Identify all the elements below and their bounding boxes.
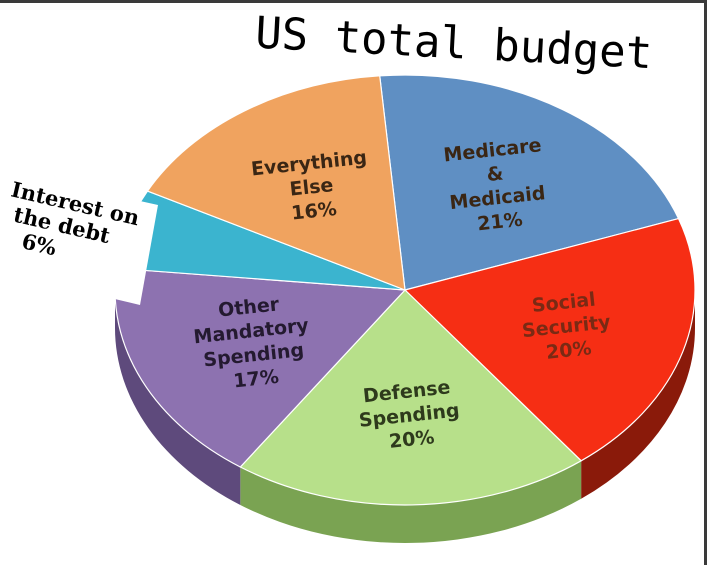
callout-card-interest-on-the-debt: [0, 172, 158, 305]
side-defense-spending: [240, 460, 582, 543]
slice-medicare-medicaid: [379, 74, 680, 291]
pie-labels: Medicare&Medicaid21%SocialSecurity20%Def…: [0, 134, 615, 453]
side-other-mandatory-spending: [115, 290, 241, 505]
right-border: [704, 0, 707, 565]
pie-depth: [115, 290, 695, 543]
label-social-security: SocialSecurity20%: [519, 287, 615, 366]
chart-title: US total budget: [254, 8, 653, 80]
top-border: [0, 0, 707, 3]
slice-everything-else: [146, 75, 406, 291]
pie-slices: [114, 74, 696, 506]
side-social-security: [581, 290, 695, 499]
slice-defense-spending: [239, 289, 583, 506]
slice-social-security: [403, 217, 696, 462]
